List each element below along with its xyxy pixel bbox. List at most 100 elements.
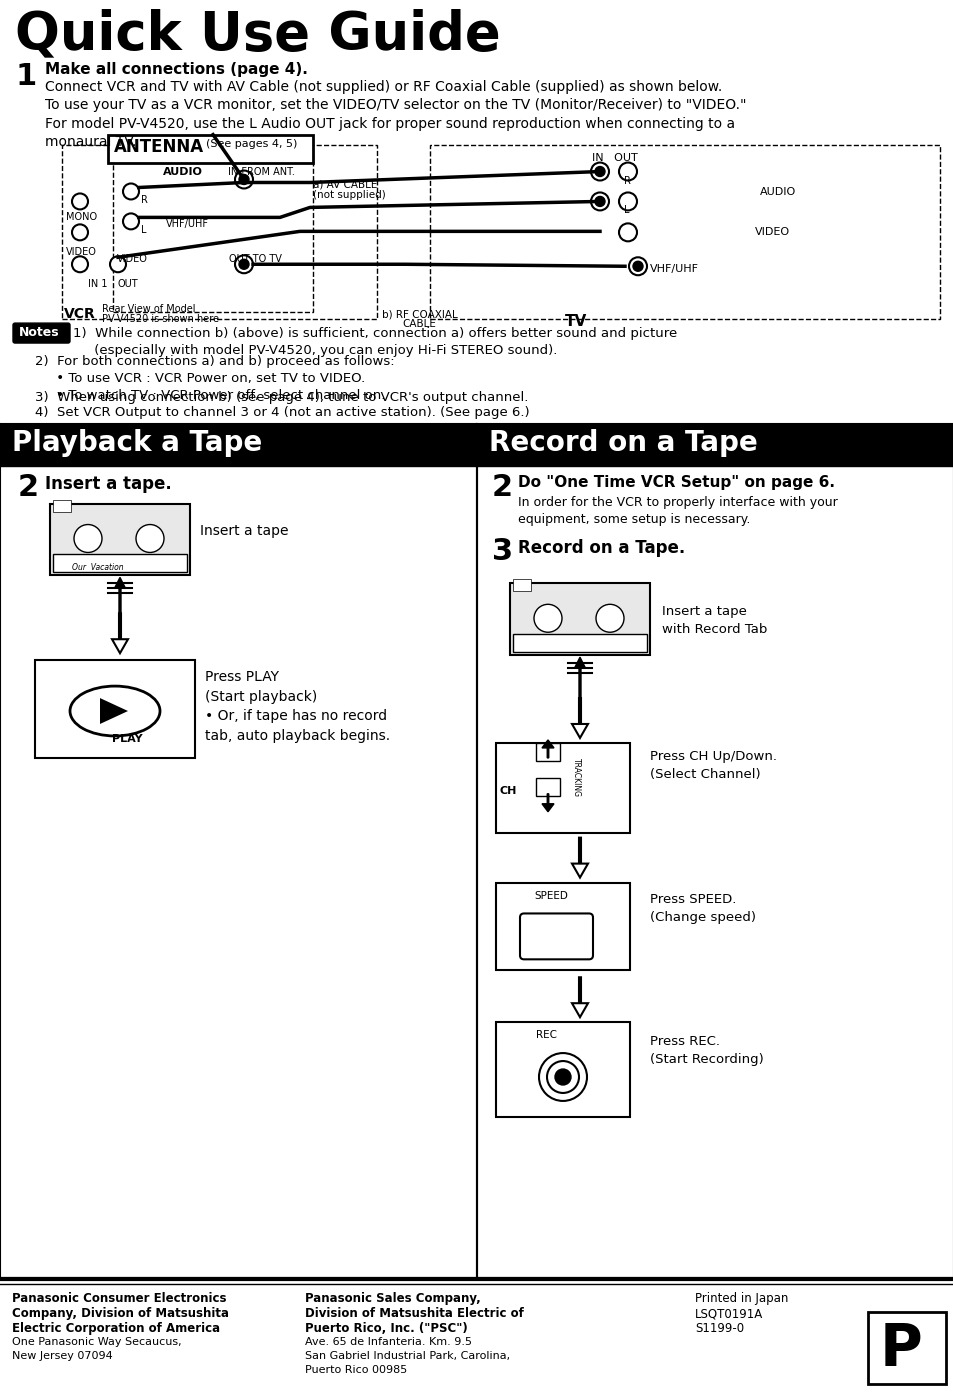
Circle shape: [239, 174, 249, 184]
Text: VCR: VCR: [64, 307, 95, 321]
Circle shape: [590, 192, 608, 210]
Text: 2: 2: [18, 473, 39, 502]
Text: Company, Division of Matsushita: Company, Division of Matsushita: [12, 1308, 229, 1320]
Text: OUT: OUT: [118, 279, 138, 289]
Text: VIDEO: VIDEO: [66, 247, 97, 258]
Circle shape: [590, 163, 608, 180]
Text: 1: 1: [15, 61, 36, 91]
Text: AUDIO: AUDIO: [163, 166, 203, 177]
Text: 2: 2: [492, 473, 513, 502]
Text: L: L: [141, 226, 147, 236]
FancyBboxPatch shape: [13, 323, 70, 343]
Text: Insert a tape: Insert a tape: [200, 524, 288, 538]
Text: San Gabriel Industrial Park, Carolina,: San Gabriel Industrial Park, Carolina,: [305, 1351, 510, 1361]
Text: Puerto Rico 00985: Puerto Rico 00985: [305, 1365, 407, 1376]
FancyBboxPatch shape: [35, 661, 194, 758]
Circle shape: [628, 258, 646, 275]
Text: Division of Matsushita Electric of: Division of Matsushita Electric of: [305, 1308, 523, 1320]
Text: In order for the VCR to properly interface with your
equipment, some setup is ne: In order for the VCR to properly interfa…: [517, 496, 837, 526]
Text: P: P: [879, 1322, 922, 1379]
Circle shape: [123, 213, 139, 230]
Circle shape: [595, 166, 604, 177]
Text: One Panasonic Way Secaucus,: One Panasonic Way Secaucus,: [12, 1337, 181, 1347]
FancyBboxPatch shape: [108, 135, 313, 163]
Circle shape: [618, 223, 637, 241]
Text: SPEED: SPEED: [534, 891, 567, 901]
FancyBboxPatch shape: [496, 1022, 629, 1117]
Text: ANTENNA: ANTENNA: [113, 138, 204, 156]
Circle shape: [136, 524, 164, 552]
Text: Rear View of Model: Rear View of Model: [102, 304, 195, 314]
Text: Press REC.
(Start Recording): Press REC. (Start Recording): [649, 1036, 763, 1066]
Text: 1)  While connection b) (above) is sufficient, connection a) offers better sound: 1) While connection b) (above) is suffic…: [73, 328, 677, 357]
Bar: [476, 424, 953, 466]
Text: Notes: Notes: [19, 326, 60, 339]
FancyBboxPatch shape: [430, 145, 939, 319]
Text: Make all connections (page 4).: Make all connections (page 4).: [45, 61, 308, 77]
Text: CH: CH: [499, 786, 517, 796]
FancyBboxPatch shape: [53, 555, 187, 573]
Text: REC: REC: [536, 1030, 557, 1040]
Text: IN FROM ANT.: IN FROM ANT.: [228, 166, 294, 177]
FancyBboxPatch shape: [513, 580, 531, 591]
FancyBboxPatch shape: [496, 882, 629, 970]
Text: CABLE: CABLE: [401, 319, 436, 329]
Text: (See pages 4, 5): (See pages 4, 5): [206, 138, 297, 149]
Circle shape: [71, 194, 88, 209]
Circle shape: [239, 259, 249, 269]
Text: Do "One Time VCR Setup" on page 6.: Do "One Time VCR Setup" on page 6.: [517, 475, 834, 489]
FancyBboxPatch shape: [53, 499, 71, 512]
Text: b) RF COAXIAL: b) RF COAXIAL: [381, 309, 457, 319]
Text: IN   OUT: IN OUT: [592, 152, 638, 163]
FancyArrow shape: [541, 740, 554, 758]
Ellipse shape: [70, 686, 160, 736]
FancyArrow shape: [572, 977, 587, 1018]
FancyBboxPatch shape: [112, 155, 313, 312]
Bar: [0, 424, 476, 466]
FancyArrow shape: [541, 793, 554, 811]
Circle shape: [234, 170, 253, 188]
Circle shape: [633, 261, 642, 272]
Circle shape: [234, 255, 253, 273]
Circle shape: [618, 192, 637, 210]
Circle shape: [71, 224, 88, 240]
FancyBboxPatch shape: [510, 583, 649, 655]
FancyBboxPatch shape: [496, 743, 629, 832]
Text: New Jersey 07094: New Jersey 07094: [12, 1351, 112, 1361]
Text: VHF/UHF: VHF/UHF: [166, 219, 209, 230]
Text: IN 1: IN 1: [88, 279, 108, 289]
FancyArrow shape: [572, 838, 587, 878]
Text: LSQT0191A: LSQT0191A: [695, 1308, 762, 1320]
Text: PLAY: PLAY: [112, 735, 143, 744]
FancyBboxPatch shape: [513, 634, 646, 652]
Text: Panasonic Consumer Electronics: Panasonic Consumer Electronics: [12, 1292, 226, 1305]
Circle shape: [596, 605, 623, 633]
Text: Record on a Tape.: Record on a Tape.: [517, 538, 684, 556]
Text: 3)  When using connection b) (see page 4), tune to VCR's output channel.: 3) When using connection b) (see page 4)…: [35, 390, 528, 404]
FancyArrow shape: [575, 657, 584, 700]
Text: a) AV CABLE: a) AV CABLE: [313, 180, 377, 190]
FancyArrow shape: [572, 698, 587, 737]
Text: Press PLAY
(Start playback)
• Or, if tape has no record
tab, auto playback begin: Press PLAY (Start playback) • Or, if tap…: [205, 671, 390, 743]
Text: PV-V4520 is shown here: PV-V4520 is shown here: [102, 314, 219, 325]
FancyArrow shape: [115, 577, 125, 620]
Text: Connect VCR and TV with AV Cable (not supplied) or RF Coaxial Cable (supplied) a: Connect VCR and TV with AV Cable (not su…: [45, 79, 745, 149]
Polygon shape: [100, 698, 128, 723]
Text: Quick Use Guide: Quick Use Guide: [15, 8, 500, 60]
Text: Record on a Tape: Record on a Tape: [489, 429, 757, 457]
Text: TRACKING: TRACKING: [572, 758, 580, 797]
Text: Printed in Japan: Printed in Japan: [695, 1292, 787, 1305]
Text: Puerto Rico, Inc. ("PSC"): Puerto Rico, Inc. ("PSC"): [305, 1323, 467, 1335]
Text: Panasonic Sales Company,: Panasonic Sales Company,: [305, 1292, 480, 1305]
FancyBboxPatch shape: [536, 743, 559, 761]
Text: Our  Vacation: Our Vacation: [71, 563, 124, 573]
Text: AUDIO: AUDIO: [760, 187, 796, 198]
FancyBboxPatch shape: [50, 503, 190, 576]
FancyArrow shape: [112, 613, 128, 654]
Text: Insert a tape
with Record Tab: Insert a tape with Record Tab: [661, 605, 766, 636]
Circle shape: [538, 1052, 586, 1101]
FancyBboxPatch shape: [867, 1312, 945, 1384]
FancyBboxPatch shape: [536, 778, 559, 796]
Text: Electric Corporation of America: Electric Corporation of America: [12, 1323, 220, 1335]
Circle shape: [546, 1061, 578, 1093]
